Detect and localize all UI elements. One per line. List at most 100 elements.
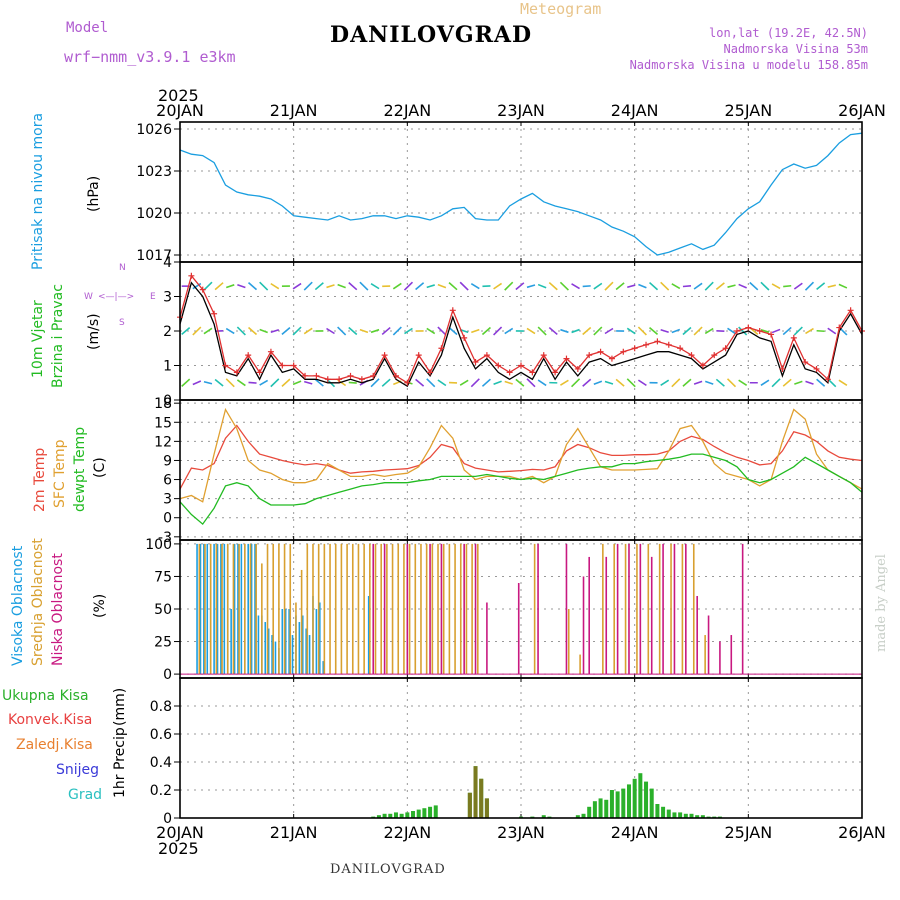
gust-point [347,372,354,379]
precip-bar [467,792,472,818]
wind-direction-arrow [504,327,514,335]
wind-direction-arrow [237,283,246,289]
wind-direction-arrow [481,326,491,336]
wind-direction-arrow [760,281,770,291]
wind-direction-arrow [637,326,647,336]
wind-tick-label: 1 [163,359,172,375]
legend-ukupna: Ukupna Kisa [2,688,89,704]
wind-direction-arrow [337,326,347,336]
gust-point [790,334,797,341]
wind-direction-arrow [437,326,447,336]
gust-point [586,352,593,359]
gust-point [540,352,547,359]
wind-direction-arrow [259,379,269,386]
wind-direction-arrow [236,379,246,387]
wind-direction-arrow [682,285,692,288]
clouds-tick-label: 100 [145,537,172,553]
wind-direction-arrow [805,380,814,385]
gust-point [461,334,468,341]
wind-tick-label: 0 [163,393,172,409]
wind-direction-arrow [537,283,547,289]
cloud-ylabels: Visoka Oblacnost Srednja Oblacnost Niska… [10,538,108,666]
wind-direction-arrow [626,327,636,335]
wind-direction-arrow [704,281,714,291]
footer-location: DANILOVGRAD [330,862,446,877]
clouds-panel: 0 25 50 75 100 [145,537,863,683]
wind-direction-arrow [481,378,491,387]
wind-direction-arrow [236,326,246,336]
gust-point [563,355,570,362]
gust-point [370,372,377,379]
gust-point [302,372,309,379]
wind-direction-arrow [303,327,313,335]
compass-arrows-h: <—|—> [98,292,134,302]
gust-point [847,307,854,314]
wind-direction-arrow [715,282,725,291]
precip-bar [700,815,705,818]
time-label-top: 22JAN [383,101,431,120]
gust-point [427,369,434,376]
precip-bar [484,798,489,818]
wind-direction-arrow [281,378,291,387]
temp-unit: (C) [92,457,108,478]
wind-direction-arrow [760,379,770,387]
gust-point [643,341,650,348]
wind-direction-arrow [459,379,469,386]
wind-direction-arrow [638,283,647,289]
precip-bar [621,788,626,818]
wind-direction-arrow [671,378,681,388]
compass-n: N [119,263,126,273]
temperature-tick-label: 15 [154,415,172,431]
wind-direction-arrow [292,326,302,336]
precip-bar [649,788,654,818]
precip-bar [644,781,649,818]
wind-direction-arrow [292,282,302,290]
gust-point [495,362,502,369]
compass-w: W [84,292,93,302]
wind-direction-arrow [671,283,681,290]
gust-point [745,324,752,331]
gust-point [313,372,320,379]
wind-direction-arrow [403,281,414,291]
gust-point [677,345,684,352]
wind-direction-arrow [504,380,513,385]
wind-direction-arrow [259,328,268,334]
wind-direction-arrow [771,328,781,334]
wind-direction-arrow [348,326,358,336]
gust-point [267,348,274,355]
precip-bar [598,798,603,818]
wind-ylabel: 10m Vjetar [30,300,46,378]
wind-direction-arrow [783,284,792,288]
wind-direction-arrow [214,282,224,291]
wind-direction-arrow [437,283,447,289]
wind-direction-arrow [715,378,725,387]
wind-direction-arrow [582,378,592,387]
gust-point [483,352,490,359]
panels: 101710201023102601234-303691215180255075… [136,121,865,827]
wind-direction-arrow [660,379,670,386]
legend-konvek: Konvek.Kisa [8,712,92,728]
wind-direction-arrow [782,326,792,336]
legend-grad: Grad [68,787,102,803]
wind-direction-arrow [359,281,369,291]
wind-direction-arrow [404,327,413,335]
gust-point [404,379,411,386]
pressure-tick-label: 1026 [136,122,172,138]
clouds-tick-label: 50 [154,602,172,618]
precip-bar [587,806,592,818]
wind-direction-arrow [426,327,436,335]
wind-direction-arrow [749,281,759,291]
pressure-tick-label: 1020 [136,206,172,222]
gust-point [279,362,286,369]
wind-direction-arrow [515,378,525,387]
wind-tick-label: 2 [163,324,172,340]
wind-direction-arrow [560,328,569,334]
temperature-panel: -3 0 3 6 9 12 15 18 [154,396,863,546]
wind-direction-arrow [304,380,313,385]
wind-direction-arrow [192,326,202,336]
gust-point [722,345,729,352]
wind-direction-arrow [582,285,591,288]
precip-bar [609,790,614,818]
gust-point [415,352,422,359]
precip-bar [695,815,700,818]
